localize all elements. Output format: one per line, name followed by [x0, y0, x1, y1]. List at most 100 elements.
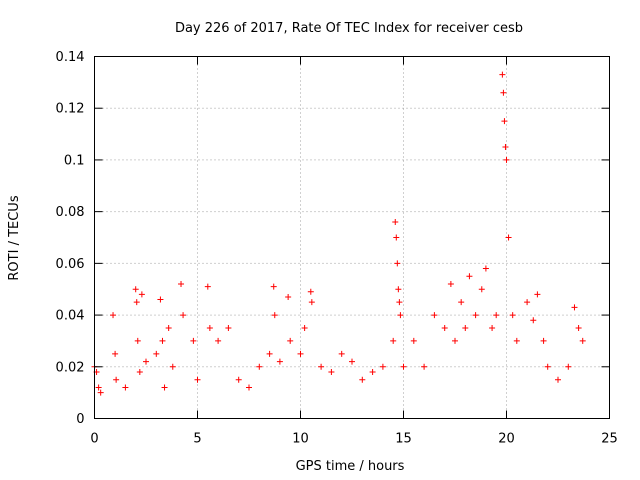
data-point: [297, 350, 304, 357]
data-point: [462, 325, 469, 331]
y-axis-label: ROTI / TECUs: [7, 195, 22, 280]
data-point: [308, 299, 315, 306]
data-point: [466, 273, 473, 280]
data-point: [215, 337, 222, 344]
y-tick-label: 0.04: [56, 309, 85, 324]
data-point: [396, 299, 403, 306]
data-point: [143, 358, 149, 365]
data-point: [338, 350, 345, 357]
data-point: [270, 283, 277, 290]
x-tick-label: 0: [90, 432, 98, 447]
data-point: [441, 325, 448, 331]
data-point: [524, 299, 531, 306]
x-tick-label: 25: [601, 432, 618, 447]
data-point: [285, 293, 292, 300]
data-point: [503, 156, 510, 163]
data-point: [328, 368, 335, 375]
data-point: [499, 71, 506, 78]
data-point: [394, 260, 401, 267]
data-point: [206, 325, 213, 331]
x-tick-label: 20: [498, 432, 515, 447]
y-tick-label: 0.06: [56, 257, 85, 272]
y-tick-label: 0.08: [56, 205, 85, 220]
data-point: [153, 350, 160, 357]
data-point: [235, 376, 242, 383]
data-point: [157, 296, 164, 303]
data-point: [276, 358, 283, 365]
data-point: [575, 325, 582, 331]
data-point: [190, 337, 197, 344]
data-point: [165, 325, 172, 331]
data-point: [161, 384, 168, 391]
data-point: [544, 363, 551, 370]
data-point: [169, 363, 176, 370]
y-tick-label: 0.1: [64, 153, 85, 168]
data-point: [395, 286, 402, 293]
data-point: [447, 281, 454, 288]
data-point: [571, 304, 578, 311]
data-point: [400, 363, 407, 370]
data-point: [369, 368, 376, 375]
data-point: [393, 234, 400, 241]
data-point: [287, 337, 294, 344]
data-point: [359, 376, 366, 383]
data-point: [579, 337, 586, 344]
data-point: [502, 144, 509, 150]
data-point: [113, 376, 120, 383]
data-point: [110, 312, 117, 319]
data-point: [482, 265, 489, 272]
tick-labels: 0 0.02 0.04 0.06 0.08 0.1 0.12 0.14 0 5 10 15 20 25: [56, 50, 618, 447]
data-point: [505, 234, 512, 241]
data-point: [301, 325, 308, 331]
data-point: [421, 363, 428, 370]
data-point: [112, 350, 119, 357]
data-point: [509, 312, 516, 319]
data-point: [194, 376, 201, 383]
data-points: [91, 71, 586, 396]
data-point: [134, 337, 141, 344]
data-point: [122, 384, 129, 391]
x-tick-label: 10: [292, 432, 309, 447]
x-tick-label: 5: [193, 432, 201, 447]
data-point: [513, 337, 520, 344]
data-point: [565, 363, 572, 370]
data-point: [178, 281, 185, 288]
data-point: [256, 363, 263, 370]
data-point: [307, 288, 314, 295]
data-point: [204, 283, 211, 290]
y-tick-label: 0: [76, 412, 84, 427]
data-point: [501, 118, 508, 125]
data-point: [318, 363, 325, 370]
y-tick-label: 0.02: [56, 360, 85, 375]
data-point: [489, 325, 496, 331]
data-point: [540, 337, 547, 344]
data-point: [159, 337, 166, 344]
data-point: [534, 291, 541, 298]
axis-ticks: [94, 56, 610, 419]
data-point: [180, 312, 187, 319]
x-tick-label: 15: [395, 432, 412, 447]
data-point: [390, 337, 397, 344]
data-point: [136, 368, 143, 375]
data-point: [458, 299, 465, 306]
data-point: [397, 312, 404, 319]
data-point: [392, 218, 399, 225]
data-point: [246, 384, 252, 391]
data-point: [133, 299, 140, 306]
data-point: [271, 312, 278, 319]
data-point: [555, 376, 561, 383]
y-tick-label: 0.12: [56, 102, 85, 117]
data-point: [225, 325, 232, 331]
x-axis-label: GPS time / hours: [296, 459, 405, 474]
data-point: [379, 363, 386, 370]
data-point: [410, 337, 417, 344]
data-point: [452, 337, 458, 344]
data-point: [478, 286, 485, 293]
data-point: [500, 89, 507, 96]
plot-frame: [94, 56, 610, 419]
data-point: [138, 291, 145, 298]
data-point: [530, 317, 537, 324]
y-tick-label: 0.14: [56, 50, 85, 65]
data-point: [431, 312, 438, 319]
